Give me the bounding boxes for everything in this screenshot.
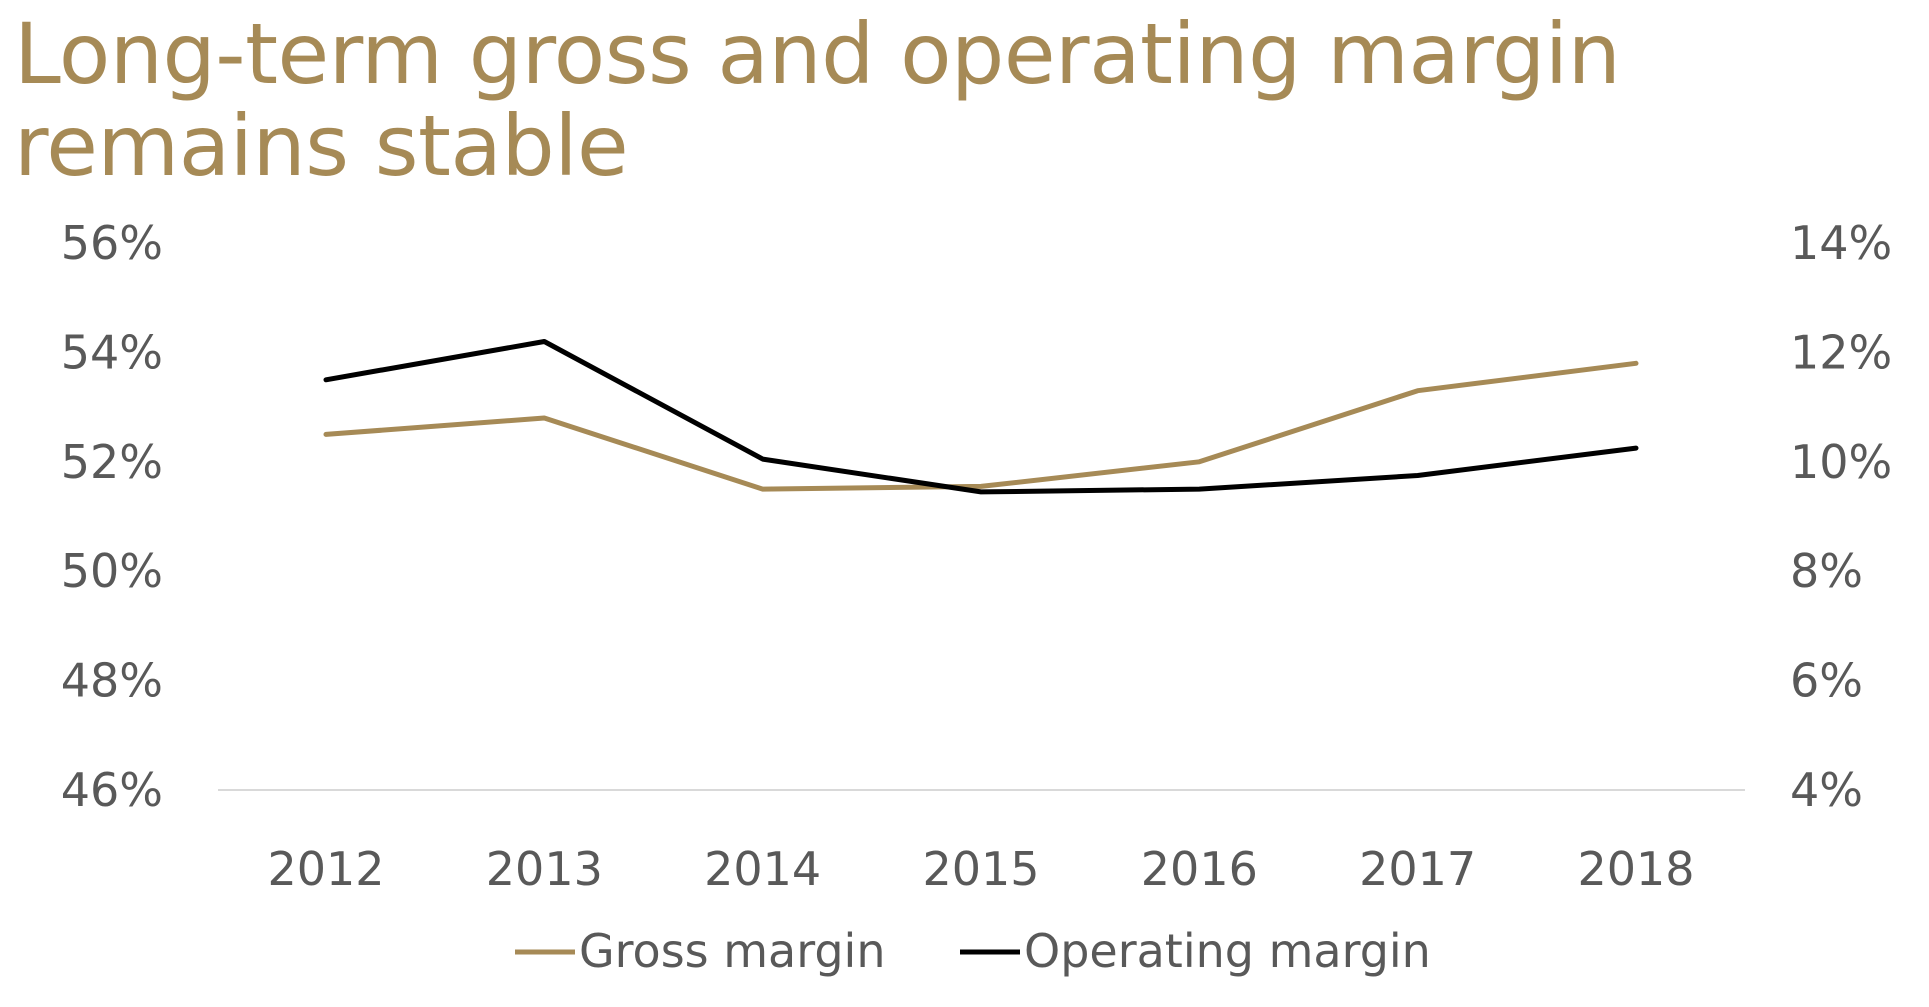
right-tick-label: 4% <box>1790 763 1863 817</box>
right-tick-label: 12% <box>1790 325 1892 379</box>
left-tick-label: 48% <box>61 654 163 708</box>
x-axis-ticks: 2012 2013 2014 2015 2016 2017 2018 <box>267 842 1694 896</box>
series-lines <box>323 339 1639 495</box>
right-axis-ticks: 14% 12% 10% 8% 6% 4% <box>1790 216 1892 817</box>
left-tick-label: 56% <box>61 216 163 270</box>
right-tick-label: 6% <box>1790 654 1863 708</box>
right-tick-label: 14% <box>1790 216 1892 270</box>
x-tick-label: 2013 <box>486 842 603 896</box>
series-line-operating-margin <box>323 339 1639 495</box>
series-line-gross-margin <box>323 360 1639 492</box>
right-tick-label: 8% <box>1790 544 1863 598</box>
left-tick-label: 54% <box>61 325 163 379</box>
right-tick-label: 10% <box>1790 435 1892 489</box>
left-tick-label: 50% <box>61 544 163 598</box>
x-tick-label: 2018 <box>1577 842 1694 896</box>
left-tick-label: 46% <box>61 763 163 817</box>
x-tick-label: 2015 <box>922 842 1039 896</box>
legend-label: Gross margin <box>579 924 885 978</box>
chart-title: Long-term gross and operating margin rem… <box>14 5 1621 195</box>
legend-label: Operating margin <box>1024 924 1431 978</box>
legend: Gross margin Operating margin <box>515 924 1431 978</box>
x-tick-label: 2014 <box>704 842 821 896</box>
left-tick-label: 52% <box>61 435 163 489</box>
left-axis-ticks: 56% 54% 52% 50% 48% 46% <box>61 216 163 817</box>
x-tick-label: 2017 <box>1359 842 1476 896</box>
x-tick-label: 2012 <box>267 842 384 896</box>
x-tick-label: 2016 <box>1141 842 1258 896</box>
